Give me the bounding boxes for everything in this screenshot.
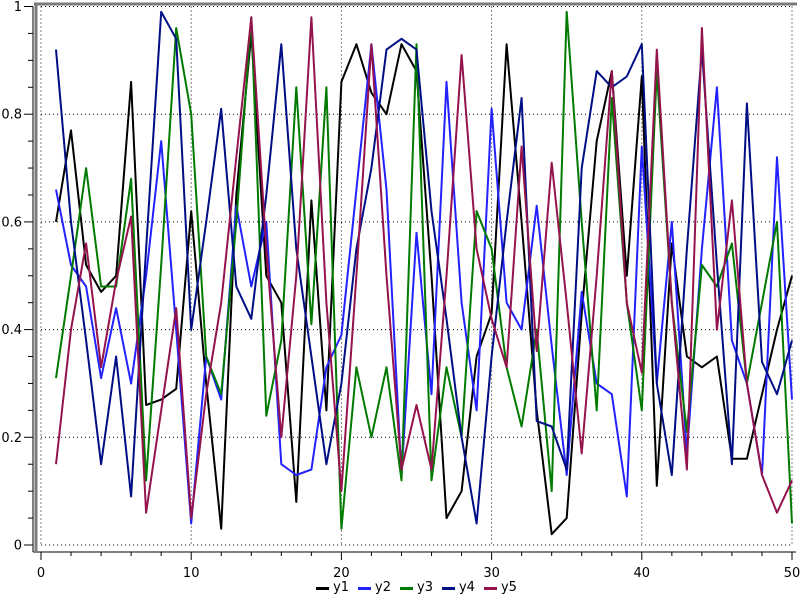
- legend-swatch-y5: [483, 586, 497, 590]
- y-tick-label: 1: [14, 0, 22, 15]
- series-y4-line: [55, 10, 793, 525]
- chart-legend: y1 y2 y3 y4 y5: [41, 580, 792, 596]
- legend-item-y2: y2: [358, 580, 391, 596]
- x-tick-label: 10: [183, 566, 200, 581]
- legend-label: y3: [417, 580, 433, 595]
- legend-label: y5: [500, 580, 517, 595]
- legend-swatch-y1: [316, 586, 330, 590]
- legend-label: y1: [333, 580, 350, 595]
- y-tick-label: 0.2: [1, 431, 22, 446]
- legend-item-y4: y4: [441, 580, 475, 596]
- legend-item-y3: y3: [400, 580, 433, 596]
- y-tick-label: 0.6: [1, 215, 22, 230]
- legend-swatch-y2: [358, 586, 372, 590]
- legend-swatch-y3: [400, 586, 414, 590]
- y-tick-label: 0: [14, 539, 22, 554]
- legend-item-y1: y1: [316, 580, 349, 596]
- x-tick-label: 0: [37, 566, 45, 581]
- legend-item-y5: y5: [483, 580, 517, 596]
- series-y5-line: [55, 16, 793, 520]
- y-tick-label: 0.8: [1, 108, 22, 123]
- series-y3-line: [55, 10, 793, 530]
- x-tick-label: 20: [333, 566, 350, 581]
- legend-swatch-y4: [441, 586, 455, 590]
- x-tick-label: 30: [483, 566, 500, 581]
- x-tick-label: 50: [784, 566, 800, 581]
- y-tick-label: 0.4: [1, 323, 22, 338]
- legend-label: y2: [375, 580, 392, 595]
- x-tick-label: 40: [634, 566, 651, 581]
- legend-label: y4: [458, 580, 475, 595]
